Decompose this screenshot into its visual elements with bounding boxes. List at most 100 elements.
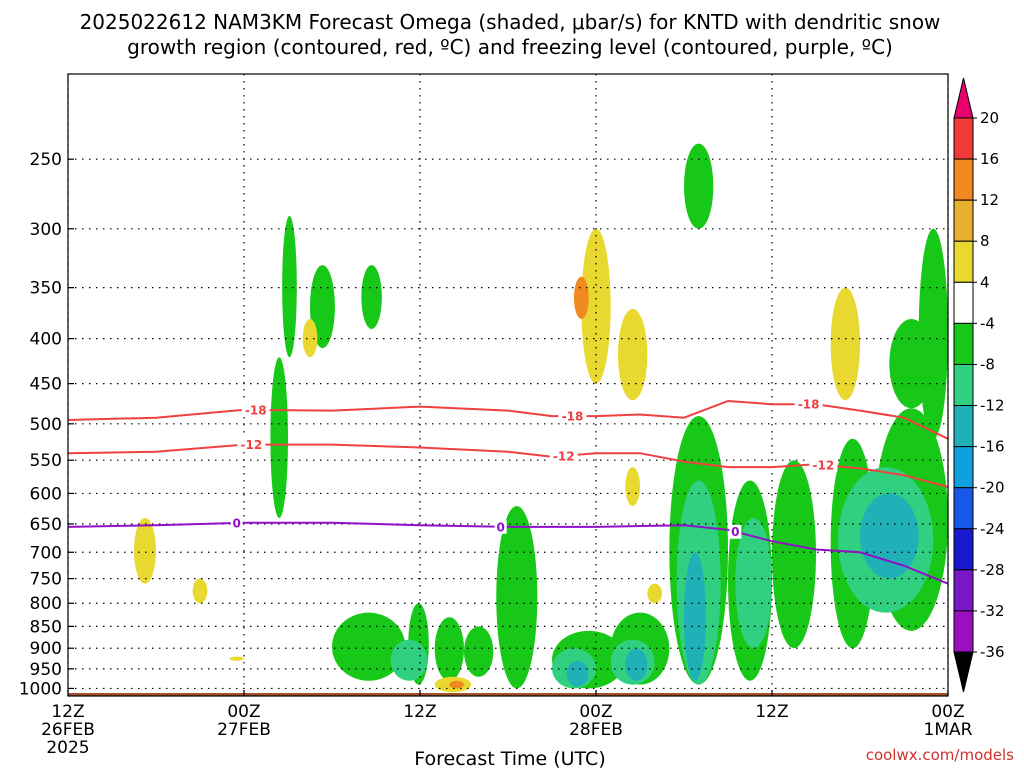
- contour-label-bg-2-0: [230, 515, 243, 530]
- xtick-label-0-2: 2025: [46, 738, 89, 758]
- omega-region-23: [735, 518, 773, 649]
- colorbar-bin-10: [953, 528, 974, 571]
- contour-label-0-1: -18: [562, 410, 584, 424]
- contour-line-0: [67, 521, 949, 585]
- omega-region-6: [434, 617, 465, 681]
- ytick-label-750: 750: [30, 570, 62, 590]
- contour-label-bg-1-1: [549, 448, 578, 463]
- xtick-label-36-0: 00Z: [579, 702, 612, 722]
- colorbar-tick-label-12: -32: [980, 602, 1005, 620]
- contour-label-bg-0-0: [241, 402, 270, 417]
- omega-region-5: [332, 612, 406, 681]
- contour-label-bg-2-1: [494, 519, 507, 534]
- colorbar-bin-0: [953, 117, 974, 160]
- contour-label-0-0: -18: [245, 403, 267, 417]
- colorbar-tick-label-5: -4: [980, 314, 995, 332]
- ytick-label-600: 600: [30, 484, 62, 504]
- contour-label-bg-1-0: [237, 437, 266, 452]
- ytick-label-350: 350: [30, 279, 62, 299]
- colorbar-tick-label-3: 8: [980, 232, 990, 250]
- contour-label-2-2: 0: [731, 525, 739, 539]
- xtick-label-12-0: 00Z: [227, 702, 260, 722]
- contour-line--12: [67, 443, 949, 488]
- omega-region-38: [830, 287, 860, 401]
- ytick-label-550: 550: [30, 451, 62, 471]
- colorbar-tick-label-9: -20: [980, 479, 1005, 497]
- omega-region-35: [618, 308, 648, 401]
- plot-area: -18 -18 -18 -12 -12 -12 0 0 0: [67, 73, 949, 697]
- xtick-label-0-1: 26FEB: [41, 720, 95, 740]
- colorbar-bin-1: [953, 158, 974, 201]
- xtick-label-12-1: 27FEB: [217, 720, 271, 740]
- omega-region-30: [192, 578, 208, 604]
- omega-region-36: [625, 467, 641, 506]
- contour-label-2-1: 0: [496, 520, 504, 534]
- contour-label-1-1: -12: [553, 449, 575, 463]
- ytick-label-950: 950: [30, 660, 62, 680]
- omega-region-19: [390, 639, 428, 681]
- omega-region-32: [302, 319, 318, 358]
- temperature-contours: -18 -18 -18 -12 -12 -12 0 0 0: [67, 397, 949, 585]
- omega-region-8: [496, 505, 538, 689]
- ytick-label-850: 850: [30, 617, 62, 637]
- ytick-label-400: 400: [30, 330, 62, 350]
- contour-line--18: [67, 399, 949, 440]
- colorbar-bin-2: [953, 199, 974, 242]
- omega-region-18: [889, 319, 934, 409]
- colorbar-bin-12: [953, 610, 974, 653]
- omega-region-40: [574, 276, 589, 320]
- omega-region-0: [282, 215, 297, 358]
- omega-region-11: [684, 143, 714, 229]
- xtick-label-60-1: 1MAR: [924, 720, 973, 740]
- omega-region-2: [310, 265, 335, 349]
- colorbar-tick-label-10: -24: [980, 520, 1005, 538]
- omega-region-39: [449, 680, 464, 689]
- ytick-label-800: 800: [30, 594, 62, 614]
- omega-region-31: [229, 656, 245, 661]
- colorbar-bin-8: [953, 446, 974, 489]
- colorbar-bin-9: [953, 487, 974, 530]
- credit-text: coolwx.com/models: [866, 746, 1014, 764]
- contour-label-bg-0-1: [558, 409, 587, 424]
- plot-frame: [67, 73, 949, 697]
- xtick-label-36-1: 28FEB: [569, 720, 623, 740]
- contour-label-1-0: -12: [240, 438, 262, 452]
- ytick-label-450: 450: [30, 375, 62, 395]
- omega-region-7: [464, 626, 494, 677]
- colorbar-tick-label-8: -16: [980, 438, 1005, 456]
- xtick-label-48-0: 12Z: [755, 702, 788, 722]
- omega-region-25: [566, 660, 589, 687]
- omega-region-27: [684, 552, 706, 681]
- ytick-label-300: 300: [30, 220, 62, 240]
- xtick-label-24-0: 12Z: [403, 702, 436, 722]
- colorbar-tick-label-4: 4: [980, 273, 990, 291]
- omega-region-14: [772, 460, 816, 649]
- ytick-label-900: 900: [30, 639, 62, 659]
- omega-region-26: [625, 648, 648, 681]
- chart-title-line1: 2025022612 NAM3KM Forecast Omega (shaded…: [80, 10, 941, 34]
- omega-region-1: [270, 357, 289, 519]
- chart-title-line2: growth region (contoured, red, ºC) and f…: [127, 35, 893, 59]
- colorbar-tick-label-0: 20: [980, 109, 999, 127]
- colorbar-tick-label-1: 16: [980, 150, 999, 168]
- colorbar-tick-label-7: -12: [980, 397, 1005, 415]
- contour-label-bg-2-2: [729, 524, 742, 539]
- colorbar-bottom-arrow: [953, 651, 974, 693]
- colorbar-bin-4: [953, 281, 974, 324]
- omega-region-37: [647, 583, 663, 604]
- xtick-label-0-0: 12Z: [51, 702, 84, 722]
- colorbar: 20 16 12 8 4 -4 -8 -12 -16 -20 -24 -28 -32 -36: [953, 77, 1005, 693]
- contour-label-bg-0-2: [794, 397, 823, 412]
- contour-label-2-0: 0: [232, 516, 240, 530]
- colorbar-bin-5: [953, 322, 974, 365]
- colorbar-tick-label-13: -36: [980, 643, 1005, 661]
- colorbar-top-arrow: [953, 77, 974, 119]
- colorbar-bin-11: [953, 569, 974, 612]
- omega-region-3: [361, 265, 382, 329]
- contour-label-0-2: -18: [798, 398, 820, 412]
- colorbar-bin-3: [953, 240, 974, 283]
- ytick-label-500: 500: [30, 415, 62, 435]
- colorbar-bin-7: [953, 405, 974, 448]
- colorbar-tick-label-2: 12: [980, 191, 999, 209]
